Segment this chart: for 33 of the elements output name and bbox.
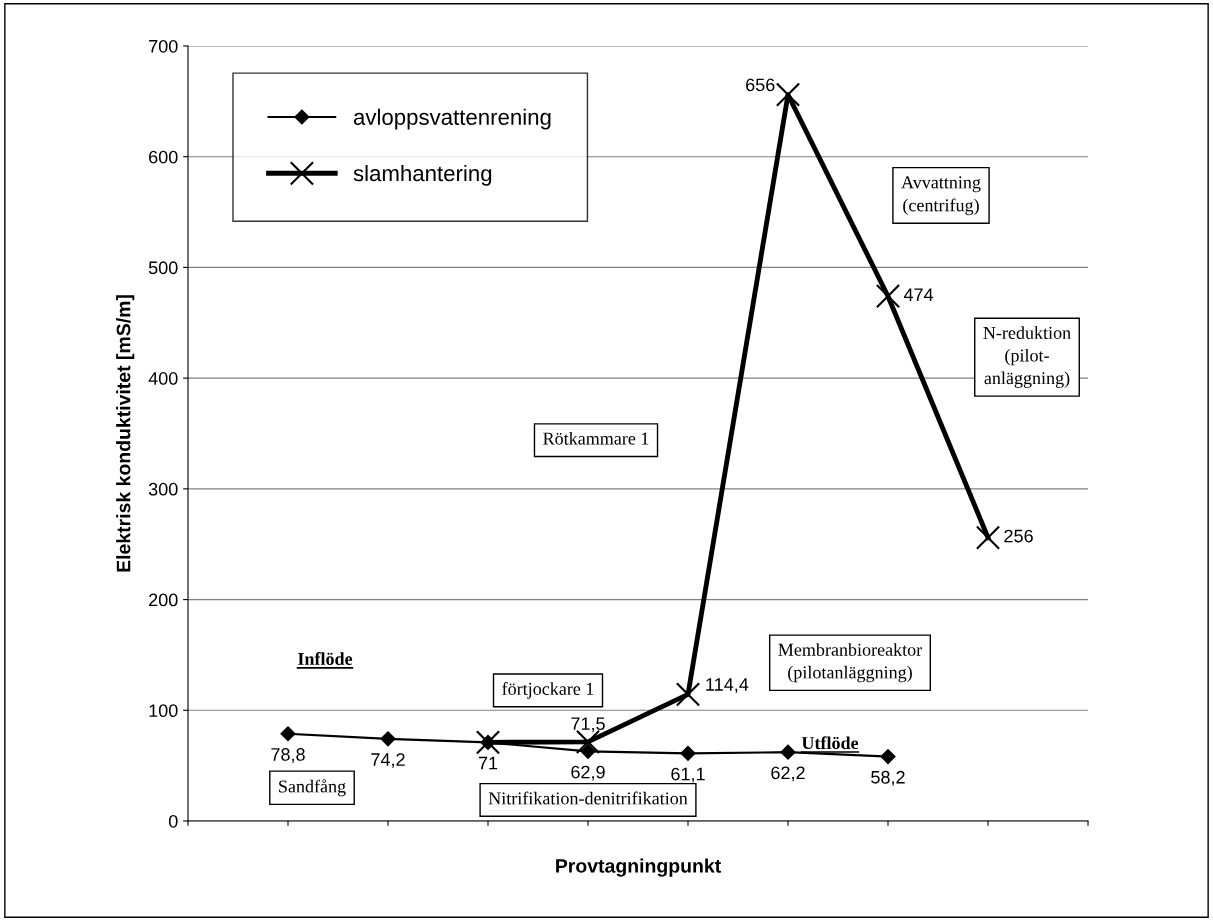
annotation: Utflöde xyxy=(801,736,859,750)
y-tick-label: 100 xyxy=(149,704,178,718)
data-label: 256 xyxy=(1004,529,1033,543)
annotation: N-reduktion (pilot- anläggning) xyxy=(983,326,1071,388)
x-axis-title: Provtagningpunkt xyxy=(556,858,721,877)
data-label: 71,5 xyxy=(571,717,605,733)
y-axis-title: Elektrisk konduktivitet [mS/m] xyxy=(116,295,135,572)
legend-label: slamhantering xyxy=(353,164,492,186)
data-label: 62,9 xyxy=(571,765,605,781)
y-tick-label: 700 xyxy=(149,39,178,53)
data-label: 474 xyxy=(903,288,934,301)
y-tick-label: 200 xyxy=(149,593,178,607)
annotation: Nitrifikation-denitrifikation xyxy=(488,791,688,805)
annotation: Inflöde xyxy=(298,652,353,665)
data-label: 61,1 xyxy=(671,767,705,783)
data-label: 656 xyxy=(746,78,775,92)
annotation: förtjockare 1 xyxy=(502,682,594,699)
data-label: 78,8 xyxy=(271,748,305,763)
annotation: Rötkammare 1 xyxy=(543,431,649,445)
y-tick-label: 300 xyxy=(148,482,178,496)
y-tick-label: 400 xyxy=(148,372,178,385)
y-tick-label: 0 xyxy=(168,814,178,828)
data-label: 62,2 xyxy=(771,766,805,782)
data-label: 114,4 xyxy=(706,678,749,693)
annotation: Membranbioreaktor (pilotanläggning) xyxy=(778,643,923,683)
data-label: 71 xyxy=(478,756,498,770)
annotation: Avvattning (centrifug) xyxy=(901,176,981,216)
annotation: Sandfång xyxy=(279,779,346,797)
data-label: 58,2 xyxy=(871,770,905,786)
y-tick-label: 500 xyxy=(148,261,178,275)
data-label: 74,2 xyxy=(371,753,405,769)
y-tick-label: 600 xyxy=(149,150,178,164)
legend-label: avloppsvattenrening xyxy=(353,108,551,130)
